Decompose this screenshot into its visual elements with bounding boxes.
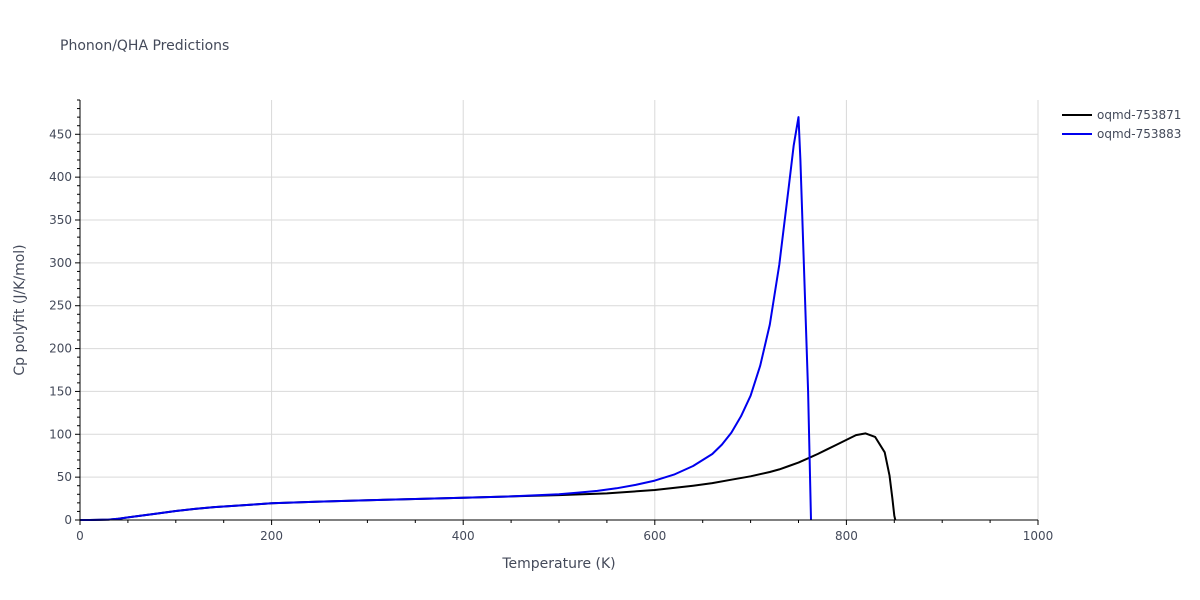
tick-labels: 0 200 400 600 800 1000 0 50 100 150 200 250 300 350 40…	[49, 127, 1053, 543]
legend-label: oqmd-753883	[1097, 127, 1181, 141]
x-tick-label: 1000	[1023, 529, 1054, 543]
x-axis-title: Temperature (K)	[501, 556, 615, 572]
y-tick-label: 450	[49, 127, 72, 141]
y-tick-label: 100	[49, 427, 72, 441]
y-tick-label: 300	[49, 256, 72, 270]
x-tick-label: 200	[260, 529, 283, 543]
legend: oqmd-753871 oqmd-753883	[1062, 108, 1181, 141]
y-tick-label: 350	[49, 213, 72, 227]
x-tick-label: 0	[76, 529, 84, 543]
x-tick-label: 600	[643, 529, 666, 543]
y-tick-label: 250	[49, 299, 72, 313]
chart-title: Phonon/QHA Predictions	[60, 38, 229, 54]
y-axis-title: Cp polyfit (J/K/mol)	[12, 244, 28, 375]
y-tick-label: 50	[57, 470, 72, 484]
grid	[80, 100, 1039, 520]
x-tick-label: 800	[835, 529, 858, 543]
series-line-oqmd-753883	[80, 116, 812, 521]
y-tick-label: 150	[49, 384, 72, 398]
legend-label: oqmd-753871	[1097, 108, 1181, 122]
x-tick-label: 400	[452, 529, 475, 543]
y-tick-label: 0	[64, 513, 72, 527]
axes	[75, 99, 1039, 525]
series-layer	[80, 116, 897, 521]
y-tick-label: 400	[49, 170, 72, 184]
y-tick-label: 200	[49, 342, 72, 356]
